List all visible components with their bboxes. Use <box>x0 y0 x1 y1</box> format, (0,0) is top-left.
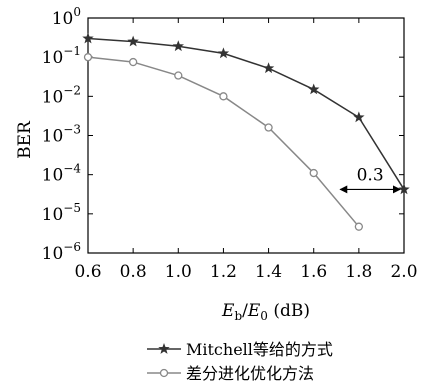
legend-star-icon <box>158 343 170 354</box>
x-tick-label-5: 1.6 <box>300 262 327 282</box>
x-tick-label-1: 0.8 <box>120 262 147 282</box>
legend: Mitchell等给的方式 差分进化优化方法 <box>147 340 333 383</box>
x-tick-label-7: 2.0 <box>390 262 417 282</box>
x-tick-label-4: 1.4 <box>255 262 282 282</box>
x-axis-title-sub1: b <box>234 309 242 323</box>
y-tick-label-4: 10−4 <box>42 162 82 186</box>
y-tick-label-5: 10−5 <box>42 201 81 225</box>
x-axis-title-e1: E <box>221 301 235 321</box>
legend-label-de: 差分进化优化方法 <box>186 364 314 383</box>
x-axis-title-slash: / <box>242 301 248 321</box>
y-tick-label-0: 100 <box>52 5 81 29</box>
y-axis-title: BER <box>15 120 35 159</box>
series-1 <box>83 53 364 231</box>
y-tick-label-2: 10−2 <box>42 83 81 107</box>
series-1-point-0 <box>83 53 93 62</box>
annotation-label-0: 0.3 <box>357 165 384 185</box>
x-tick-label-2: 1.0 <box>165 262 192 282</box>
series-1-point-6 <box>354 222 364 231</box>
series-0-point-4 <box>262 62 275 74</box>
y-tick-label-6: 10−6 <box>42 240 81 264</box>
legend-entry-de: 差分进化优化方法 <box>147 364 314 383</box>
series-0-point-7 <box>398 183 410 195</box>
series-0-point-6 <box>353 111 365 123</box>
series-1-point-3 <box>219 92 228 101</box>
y-tick-label-1: 10−1 <box>42 44 81 68</box>
series-0 <box>82 32 410 195</box>
plot-frame <box>87 17 405 254</box>
x-tick-label-6: 1.8 <box>345 262 372 282</box>
series-1-line <box>87 56 360 228</box>
series-0-point-3 <box>217 47 230 59</box>
series-1-point-5 <box>309 168 318 178</box>
x-axis-title: Eb/E0 (dB) <box>221 301 310 323</box>
series-0-line <box>87 37 405 190</box>
x-tick-label-3: 1.2 <box>210 262 237 282</box>
legend-label-mitchell: Mitchell等给的方式 <box>186 340 333 359</box>
legend-entry-mitchell: Mitchell等给的方式 <box>147 340 333 359</box>
y-tick-label-3: 10−3 <box>42 123 81 147</box>
series-0-point-1 <box>127 35 139 47</box>
series-1-point-2 <box>174 71 183 80</box>
x-tick-label-0: 0.6 <box>74 262 101 282</box>
x-axis-title-e2: E <box>247 301 261 321</box>
x-axis-title-sub2: 0 <box>260 309 268 323</box>
series-0-point-2 <box>172 40 184 52</box>
x-axis-title-unit: (dB) <box>268 301 310 321</box>
series-1-point-4 <box>264 123 273 132</box>
series-0-point-0 <box>82 32 94 44</box>
legend-circle-icon <box>159 368 169 378</box>
series-0-point-5 <box>308 83 320 95</box>
series-1-point-1 <box>128 57 138 67</box>
